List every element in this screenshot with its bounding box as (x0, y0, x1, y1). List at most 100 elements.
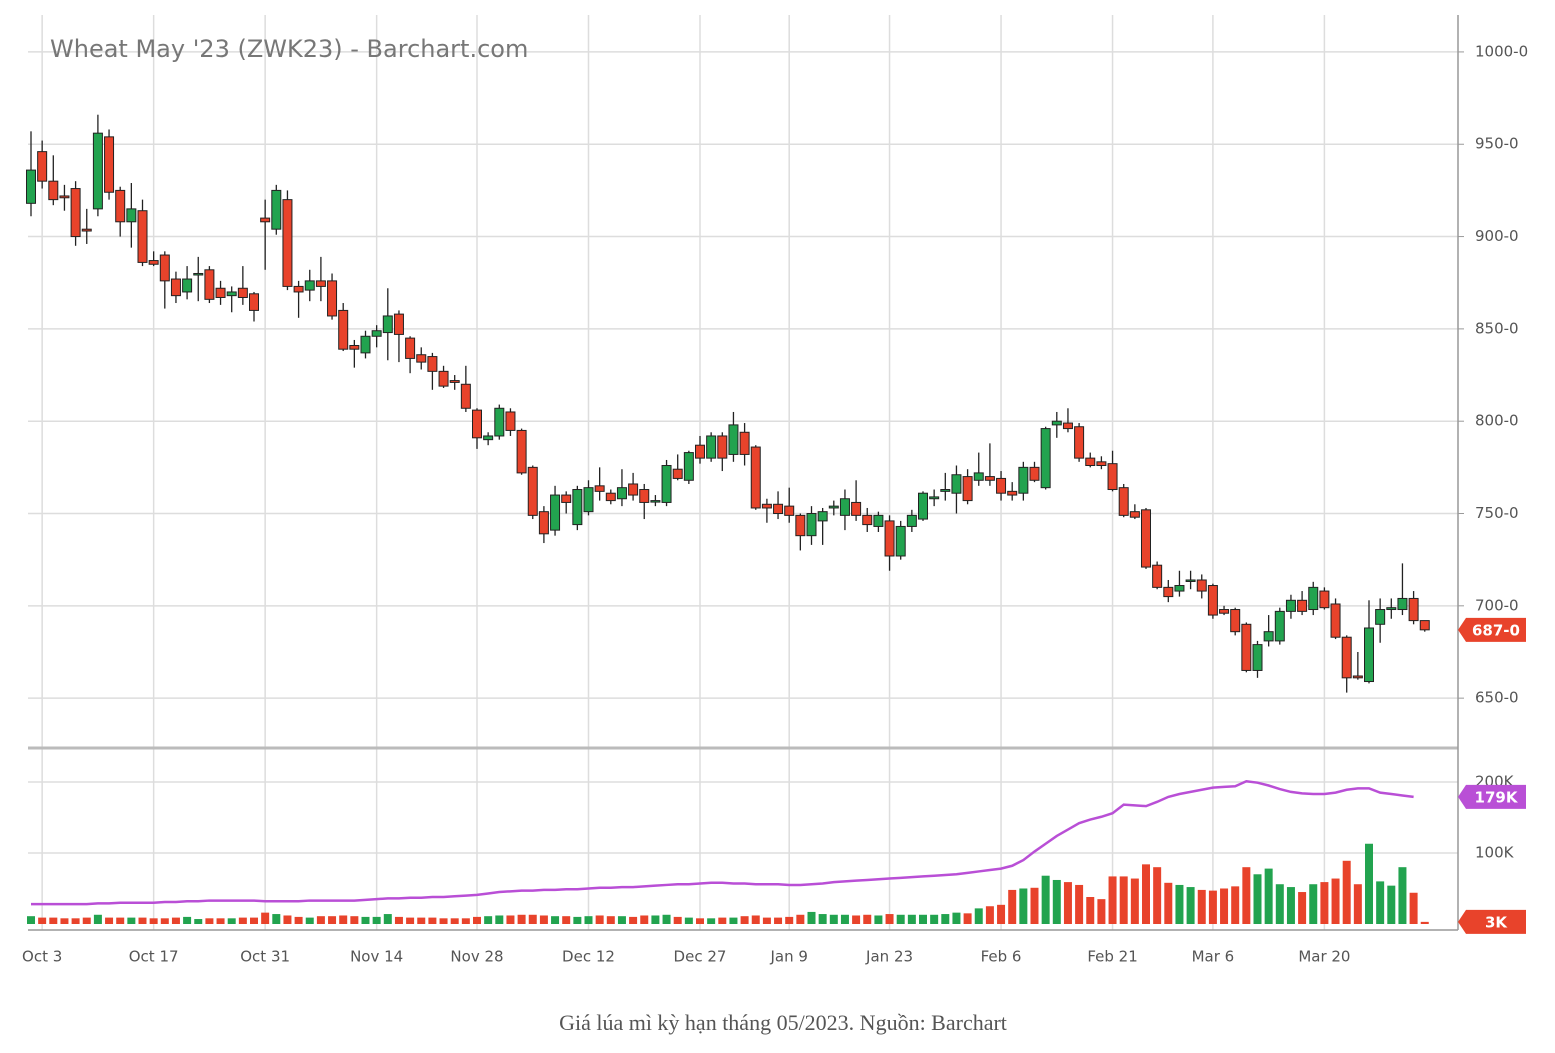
candle-body (728, 424, 739, 455)
candle-body (695, 444, 705, 459)
volume-bar (1175, 884, 1184, 924)
volume-bar (885, 914, 894, 924)
candle-body (115, 189, 126, 223)
candle-body (1018, 466, 1029, 494)
volume-bar (283, 915, 292, 924)
volume-bar (1041, 875, 1050, 924)
volume-bar (250, 917, 258, 924)
candle-body (1341, 636, 1352, 679)
candle-body (828, 505, 839, 509)
volume-bar (461, 918, 470, 924)
candle-body (494, 407, 505, 437)
volume-bar (863, 914, 872, 924)
x-tick-label: Oct 3 (22, 948, 62, 966)
candle-body (1062, 422, 1073, 430)
candle-body (1297, 599, 1308, 612)
candle-body (862, 514, 873, 526)
candle-body (1163, 586, 1174, 598)
candle-body (1308, 586, 1319, 611)
volume-bar (1197, 889, 1206, 924)
volume-bar (1164, 882, 1173, 924)
volume-bar (1420, 921, 1429, 924)
candle-body (37, 151, 48, 182)
candle-body (1419, 620, 1430, 631)
volume-bar (617, 916, 626, 924)
y-tick-label: 700-0 (1475, 596, 1519, 614)
candle-body (550, 494, 561, 531)
candle-body (271, 189, 282, 230)
marks (26, 114, 1430, 924)
x-tick-label: Nov 28 (450, 948, 503, 966)
candle-body (26, 169, 36, 204)
candle-body (59, 195, 70, 199)
volume-bar (952, 912, 961, 924)
candle-body (438, 370, 449, 387)
volume-bar (60, 918, 69, 924)
volume-bar (919, 914, 927, 924)
volume-bar (383, 914, 392, 924)
candle-body (204, 269, 215, 300)
volume-bar (1376, 881, 1385, 924)
candle-body (873, 514, 884, 527)
volume-bar (328, 916, 337, 924)
candle-body (1051, 420, 1062, 426)
candle-body (449, 380, 460, 383)
value-badge: 179K (1458, 784, 1526, 809)
candle-body (1319, 590, 1330, 609)
volume-bar (796, 914, 805, 924)
volume-bar (261, 912, 270, 924)
candle-body (984, 476, 995, 481)
candle-body (282, 199, 293, 287)
volume-bar (707, 918, 716, 924)
volume-bar (1264, 868, 1273, 924)
candle-body (416, 354, 427, 363)
volume-bar (1030, 887, 1039, 924)
volume-bar (406, 917, 415, 924)
value-badge: 687-0 (1458, 617, 1526, 642)
volume-bar (194, 919, 203, 924)
candle-body (159, 254, 170, 282)
candle-body (1330, 603, 1341, 638)
candle-body (137, 210, 148, 263)
candle-body (717, 435, 728, 459)
volume-bar (1253, 874, 1262, 924)
volume-bar (473, 916, 481, 924)
candle-body (237, 287, 248, 298)
volume-bar (417, 917, 426, 924)
candle-body (561, 494, 572, 503)
candle-body (293, 285, 304, 293)
volume-bar (160, 918, 169, 924)
volume-bar (372, 916, 381, 924)
volume-bar (1342, 860, 1351, 924)
candle-body (1029, 466, 1040, 481)
candle-body (249, 293, 259, 311)
candle-body (605, 492, 616, 502)
candle-body (48, 180, 59, 201)
volume-bar (629, 916, 638, 924)
candle-body (1096, 461, 1107, 467)
candle-body (1174, 585, 1185, 592)
volume-bar (116, 917, 125, 924)
candle-body (884, 520, 895, 557)
candle-body (126, 208, 137, 223)
volume-bar (339, 915, 348, 924)
candle-body (1107, 463, 1118, 491)
volume-bar (517, 914, 526, 924)
candle-body (1285, 599, 1296, 612)
volume-bar (1353, 884, 1362, 924)
volume-bar (27, 916, 35, 924)
volume-bar (1075, 884, 1084, 924)
candle-body (483, 435, 494, 441)
candle-body (371, 330, 382, 337)
candle-body (706, 435, 717, 459)
volume-bar (93, 914, 102, 924)
candle-body (349, 344, 360, 350)
volume-bar (696, 918, 704, 924)
volume-bar (640, 915, 649, 924)
volume-bar (785, 916, 794, 924)
candle-body (761, 503, 772, 509)
y-tick-label: 950-0 (1475, 135, 1519, 153)
candle-body (1397, 597, 1408, 611)
